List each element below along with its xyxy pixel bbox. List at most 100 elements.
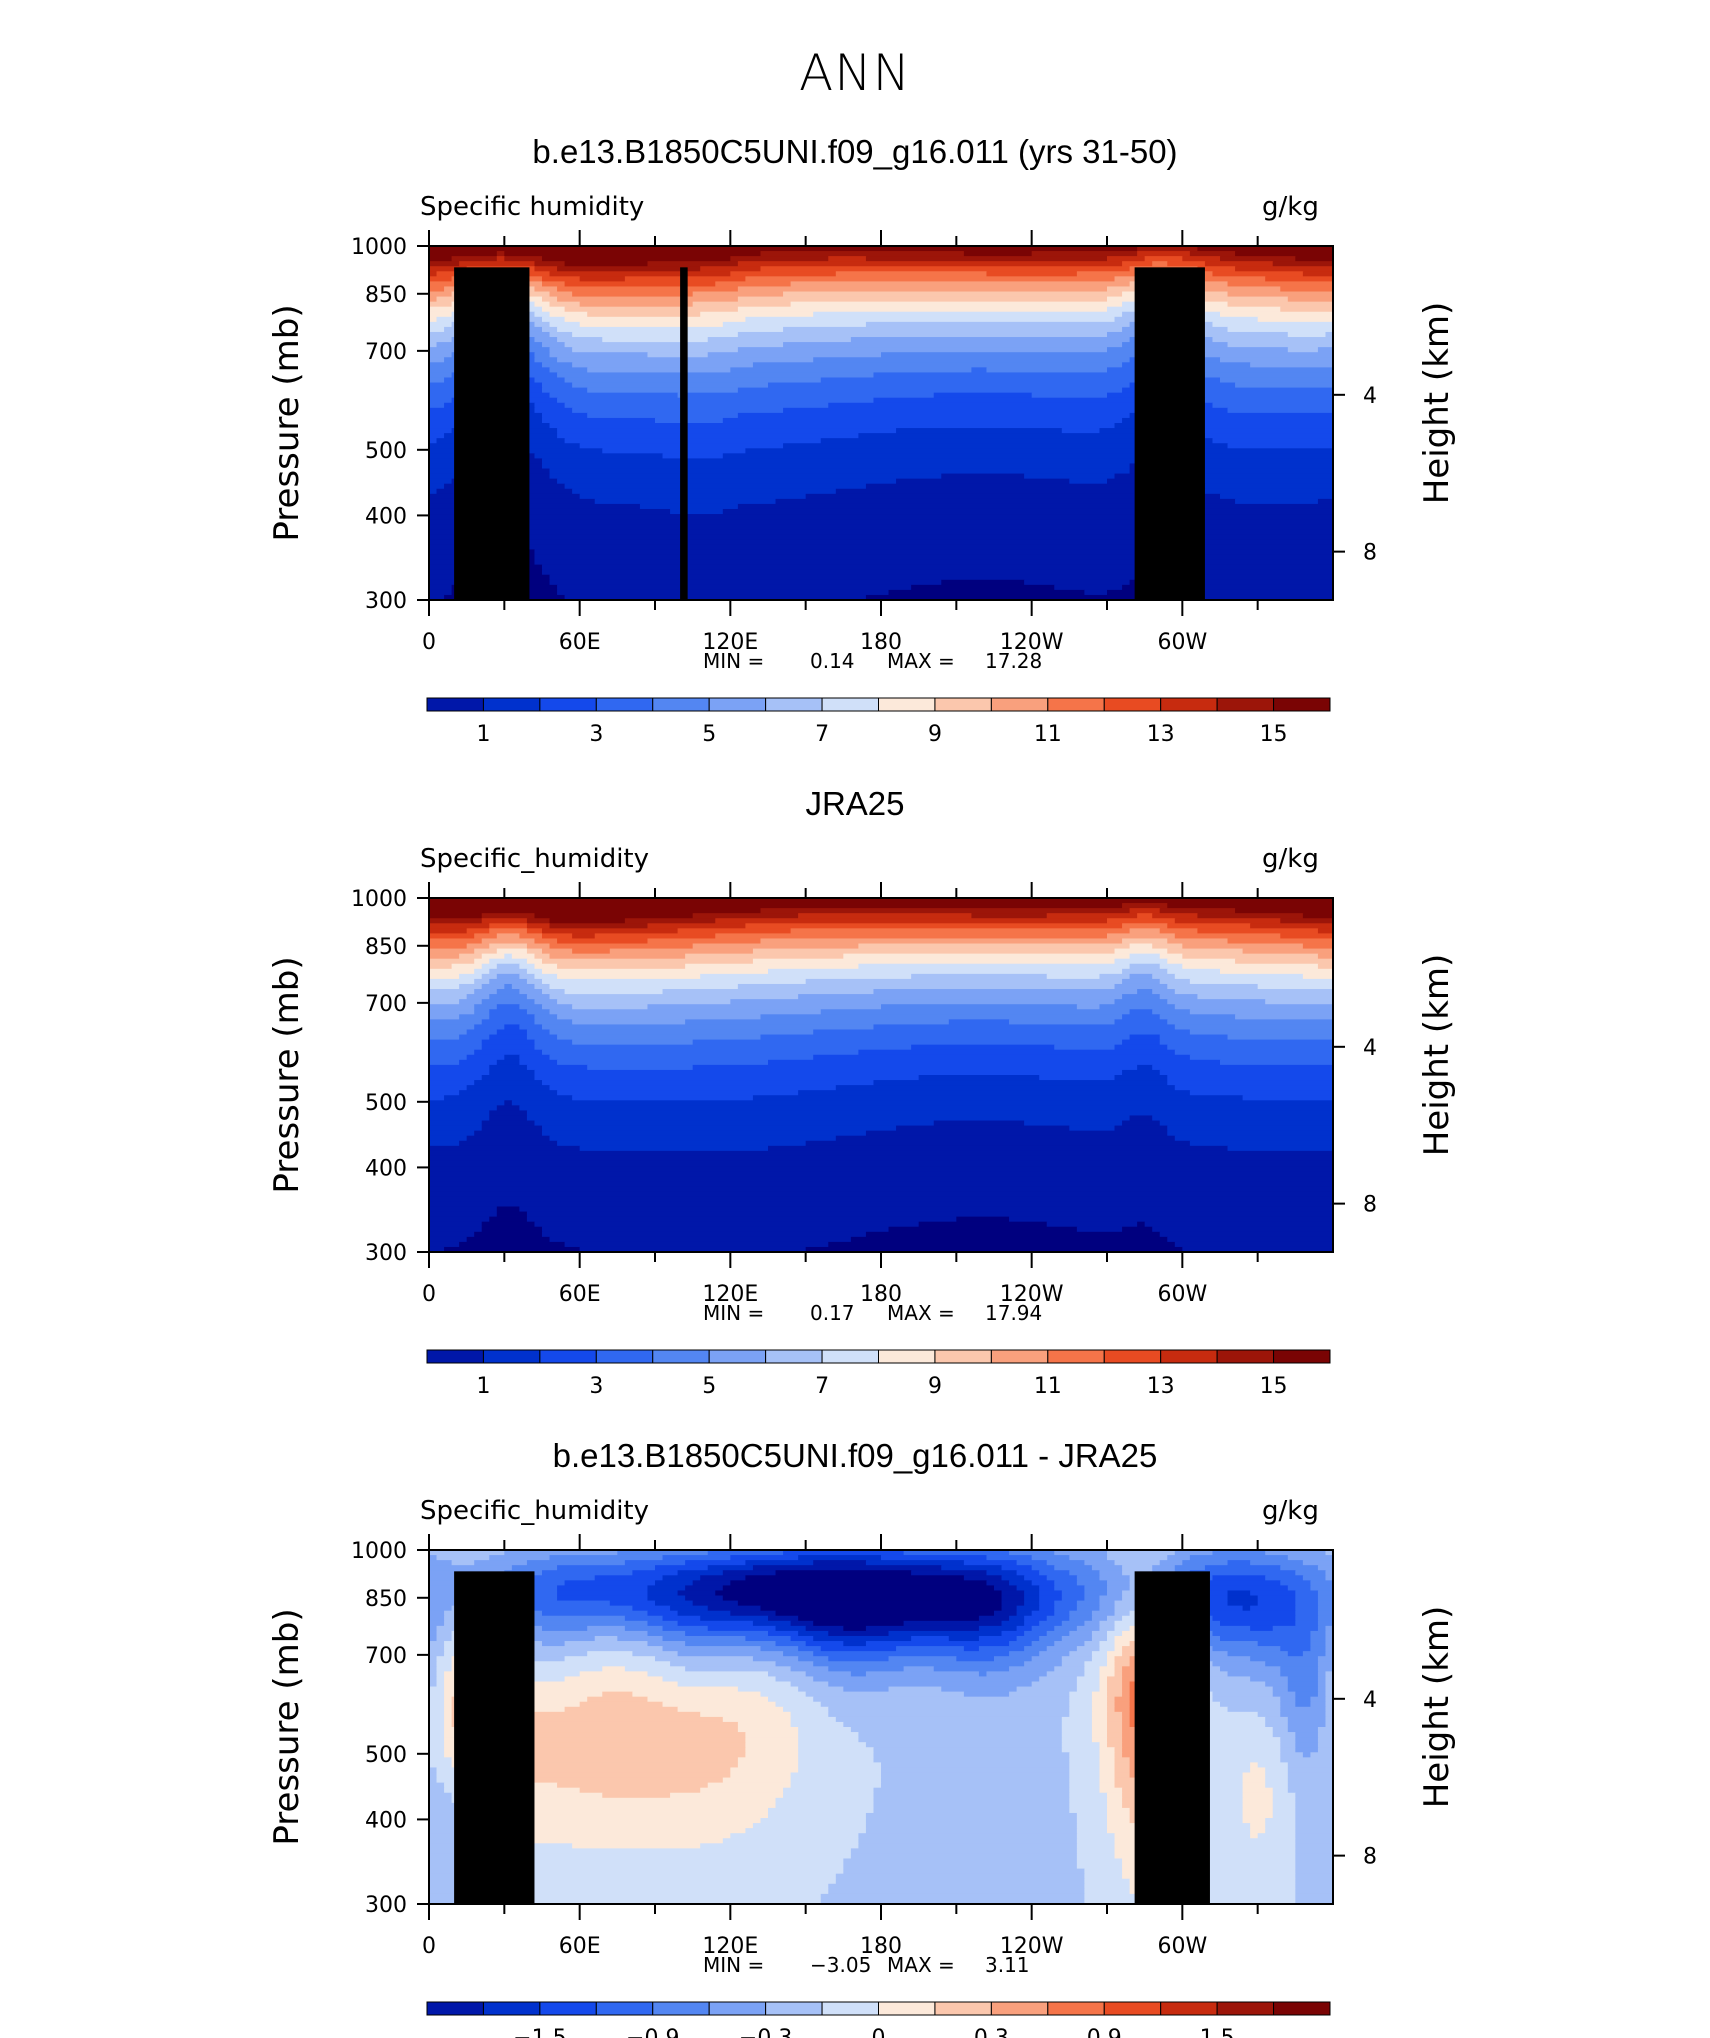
field-cell <box>1317 1656 1334 1662</box>
field-cell <box>481 1888 829 1895</box>
field-cell <box>496 1211 528 1218</box>
field-cell <box>798 1732 859 1738</box>
field-cell <box>1016 1625 1033 1632</box>
field-cell <box>519 1615 626 1622</box>
field-cell <box>1317 1691 1327 1698</box>
field-cell <box>572 331 739 338</box>
field-cell <box>1091 1651 1108 1657</box>
field-cell <box>481 938 536 945</box>
field-cell <box>1174 1833 1251 1839</box>
field-cell <box>587 367 731 374</box>
field-cell <box>1031 1656 1063 1662</box>
field-cell <box>1227 1145 1334 1152</box>
field-cell <box>1137 913 1153 919</box>
field-cell <box>429 1666 438 1672</box>
field-cell <box>1182 1560 1229 1566</box>
field-cell <box>722 321 867 328</box>
field-cell <box>1250 1828 1266 1834</box>
field-cell <box>579 321 724 328</box>
field-cell <box>1235 382 1334 389</box>
field-cell <box>1295 1605 1319 1612</box>
field-cell <box>429 898 1334 904</box>
field-cell <box>526 1009 551 1015</box>
field-cell <box>1039 1605 1055 1612</box>
field-cell <box>481 953 505 960</box>
xtick-label: 60W <box>1157 1282 1207 1307</box>
field-cell <box>1084 1595 1101 1602</box>
colorbar-box <box>1216 697 1275 712</box>
field-cell <box>1182 1828 1251 1834</box>
field-cell <box>813 1661 1025 1667</box>
field-cell <box>715 933 1108 940</box>
panel-2-title: JRA25 <box>805 785 905 822</box>
field-cell <box>1159 953 1183 960</box>
field-cell <box>1107 1818 1131 1824</box>
field-cell <box>963 251 1033 257</box>
field-cell <box>1227 443 1334 449</box>
field-cell <box>1159 1878 1296 1885</box>
field-cell <box>798 1757 875 1763</box>
field-cell <box>429 1550 505 1556</box>
field-cell <box>1189 1570 1296 1576</box>
field-cell <box>429 246 1138 252</box>
variable-label: Specific_humidity <box>420 844 649 874</box>
field-cell <box>534 1782 558 1789</box>
field-cell <box>1287 1721 1327 1728</box>
field-cell <box>1325 1716 1334 1723</box>
field-cell <box>662 1701 777 1708</box>
field-cell <box>1287 1767 1334 1774</box>
field-cell <box>1189 589 1334 596</box>
field-cell <box>1024 1575 1048 1581</box>
field-cell <box>1001 1565 1033 1571</box>
field-cell <box>1054 1610 1070 1617</box>
topography-mask-0 <box>454 267 530 600</box>
colorbar-label: 1 <box>476 1374 490 1399</box>
field-cell <box>534 1014 558 1020</box>
field-cell <box>1265 1823 1296 1829</box>
field-cell <box>429 342 438 348</box>
field-cell <box>1197 594 1334 601</box>
field-cell <box>429 261 460 267</box>
field-cell <box>1114 1075 1168 1081</box>
field-cell <box>1295 1797 1334 1804</box>
field-cell <box>429 1858 475 1865</box>
field-cell <box>1046 1221 1138 1228</box>
field-cell <box>429 1610 445 1617</box>
field-cell <box>1114 1706 1131 1713</box>
colorbar-label: 7 <box>815 722 829 747</box>
field-cell <box>1152 1009 1191 1015</box>
field-cell <box>941 1565 1003 1571</box>
field-cell <box>579 1671 649 1678</box>
field-cell <box>519 1024 543 1031</box>
field-cell <box>429 473 460 480</box>
field-cell <box>429 1807 460 1814</box>
xtick-label: 180 <box>860 630 902 655</box>
field-cell <box>798 1646 822 1652</box>
field-cell <box>1235 266 1334 272</box>
field-cell <box>1302 1651 1327 1657</box>
field-cell <box>888 589 1085 596</box>
field-cell <box>760 908 1131 914</box>
field-cell <box>730 1580 988 1586</box>
field-cell <box>933 392 1033 399</box>
field-cell <box>1114 1560 1161 1566</box>
field-cell <box>429 928 468 934</box>
field-cell <box>1024 579 1131 586</box>
stats-min-label: MIN = <box>703 1301 764 1325</box>
field-cell <box>828 1241 1176 1248</box>
field-cell <box>745 1747 799 1753</box>
field-cell <box>670 508 724 515</box>
field-cell <box>1242 1797 1274 1804</box>
ytick-label: 700 <box>365 992 407 1017</box>
field-cell <box>662 1555 731 1561</box>
field-cell <box>429 994 468 1000</box>
field-cell <box>1084 1585 1108 1592</box>
ytick-label: 500 <box>365 439 407 464</box>
field-cell <box>496 1105 520 1111</box>
field-cell <box>865 1130 1168 1137</box>
field-cell <box>481 1878 837 1885</box>
colorbar-box <box>708 2001 767 2016</box>
field-cell <box>526 958 543 965</box>
field-cell <box>1265 1772 1289 1779</box>
field-cell <box>948 1635 980 1642</box>
